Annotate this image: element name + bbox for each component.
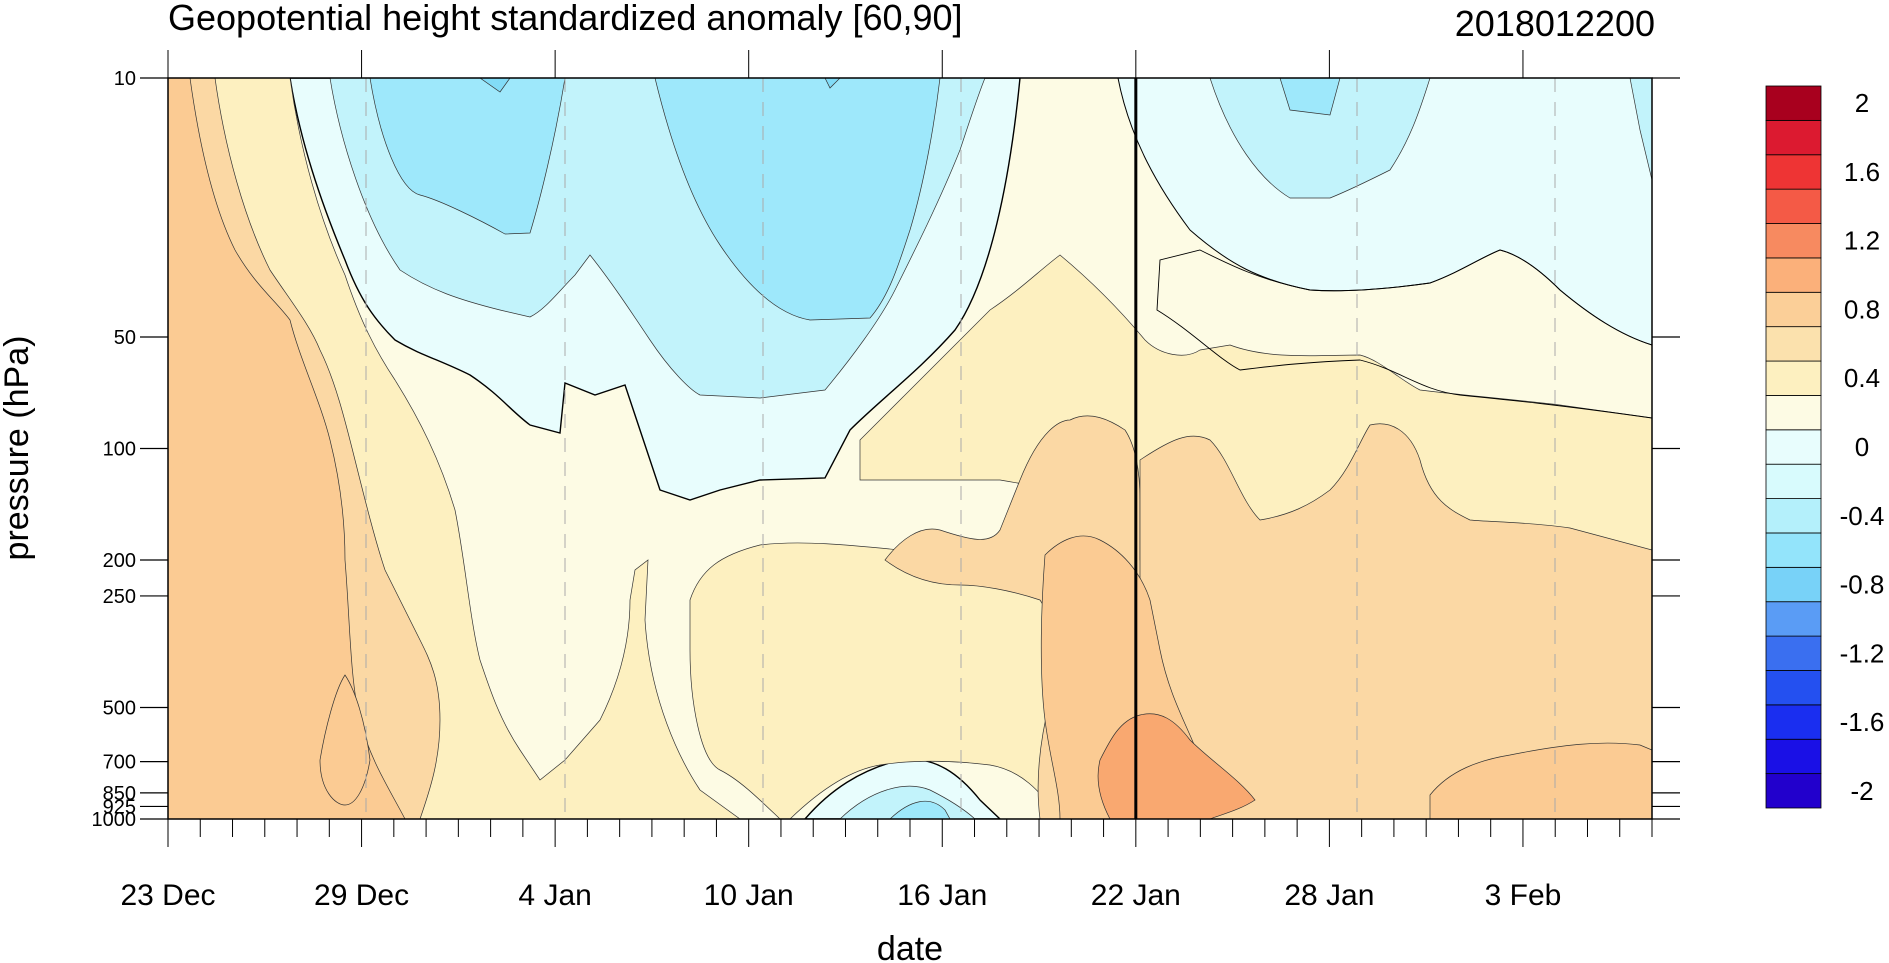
y-tick-label: 925 — [103, 796, 136, 818]
colorbar-swatch — [1765, 119, 1822, 156]
colorbar-label: 0.4 — [1844, 363, 1880, 393]
y-axis-label: pressure (hPa) — [0, 336, 36, 561]
colorbar-swatch — [1765, 670, 1822, 706]
y-tick-label: 250 — [103, 586, 136, 608]
colorbar-swatch — [1765, 154, 1822, 190]
contour-pos-1-top-right — [1156, 249, 1652, 419]
x-tick-label: 22 Jan — [1091, 879, 1181, 912]
colorbar-swatch — [1765, 395, 1822, 431]
y-tick-label: 700 — [103, 752, 136, 774]
x-tick-label: 23 Dec — [120, 879, 215, 912]
contour-pos-3-right — [1429, 742, 1652, 819]
contour-neg-3b — [654, 78, 941, 321]
x-axis: 23 Dec 29 Dec 4 Jan 10 Jan 16 Jan 22 Jan 28 Ja… — [120, 50, 1653, 912]
colorbar-swatch — [1765, 223, 1822, 259]
contour-neg-3c — [479, 78, 511, 93]
colorbar-swatch — [1765, 532, 1822, 568]
colorbar-label: -1.6 — [1840, 707, 1885, 737]
colorbar-swatch — [1765, 188, 1822, 224]
contour-pos-3-small-left — [319, 674, 371, 806]
colorbar-swatch — [1765, 773, 1822, 809]
colorbar-label: -0.4 — [1840, 501, 1885, 531]
colorbar-swatch — [1765, 429, 1822, 465]
colorbar-swatch — [1765, 85, 1822, 121]
contour-neg-right-2 — [1209, 78, 1431, 199]
y-tick-label: 100 — [103, 439, 136, 461]
y-tick-label: 50 — [114, 327, 136, 349]
x-tick-label: 28 Jan — [1284, 879, 1374, 912]
colorbar-label: 2 — [1855, 88, 1869, 118]
y-tick-label: 850 — [103, 783, 136, 805]
contour-neg-3a — [369, 78, 566, 235]
colorbar-swatch — [1765, 704, 1822, 740]
colorbar-swatch — [1765, 360, 1822, 396]
colorbar-label: -1.2 — [1840, 638, 1885, 668]
contour-pos-3-left-inner — [168, 290, 225, 470]
colorbar-label: 1.6 — [1844, 157, 1880, 187]
colorbar-swatch — [1765, 635, 1822, 671]
colorbar-swatch — [1765, 738, 1822, 775]
y-tick-label: 500 — [103, 697, 136, 719]
contour-neg-bottom-3 — [889, 800, 951, 819]
y-tick-label: 1000 — [92, 809, 137, 831]
colorbar-swatch — [1765, 463, 1822, 499]
y-tick-label: 200 — [103, 550, 136, 572]
y-tick-label: 10 — [114, 68, 136, 90]
colorbar-label: 0 — [1855, 432, 1869, 462]
colorbar-swatch — [1765, 566, 1822, 603]
chart-title: Geopotential height standardized anomaly… — [168, 0, 963, 38]
colorbar-swatch — [1765, 498, 1822, 534]
colorbar-swatch — [1765, 291, 1822, 328]
chart-title-right: 2018012200 — [1455, 3, 1655, 44]
x-tick-label: 3 Feb — [1485, 879, 1562, 912]
colorbar-label: 1.2 — [1844, 226, 1880, 256]
colorbar: 2 1.6 1.2 0.8 0.4 0 -0.4 -0.8 -1.2 -1.6 -2 — [1765, 85, 1885, 809]
colorbar-label: 0.8 — [1844, 294, 1880, 324]
x-tick-label: 29 Dec — [314, 879, 409, 912]
contour-neg-3d — [824, 78, 841, 89]
contour-pos-1-mid — [689, 542, 1121, 819]
colorbar-swatch — [1765, 326, 1822, 362]
x-tick-label: 10 Jan — [704, 879, 794, 912]
colorbar-swatch — [1765, 257, 1822, 293]
colorbar-label: -2 — [1850, 776, 1873, 806]
colorbar-label: -0.8 — [1840, 570, 1885, 600]
contour-pos-2-right — [1139, 423, 1652, 819]
contour-neg-far-right — [1629, 78, 1652, 181]
colorbar-swatch — [1765, 601, 1822, 637]
x-tick-label: 4 Jan — [518, 879, 591, 912]
contour-fills — [168, 78, 1652, 819]
x-tick-label: 16 Jan — [897, 879, 987, 912]
x-gridlines — [365, 78, 1556, 819]
contour-neg-right-3 — [1279, 78, 1341, 116]
x-axis-label: date — [877, 930, 943, 963]
